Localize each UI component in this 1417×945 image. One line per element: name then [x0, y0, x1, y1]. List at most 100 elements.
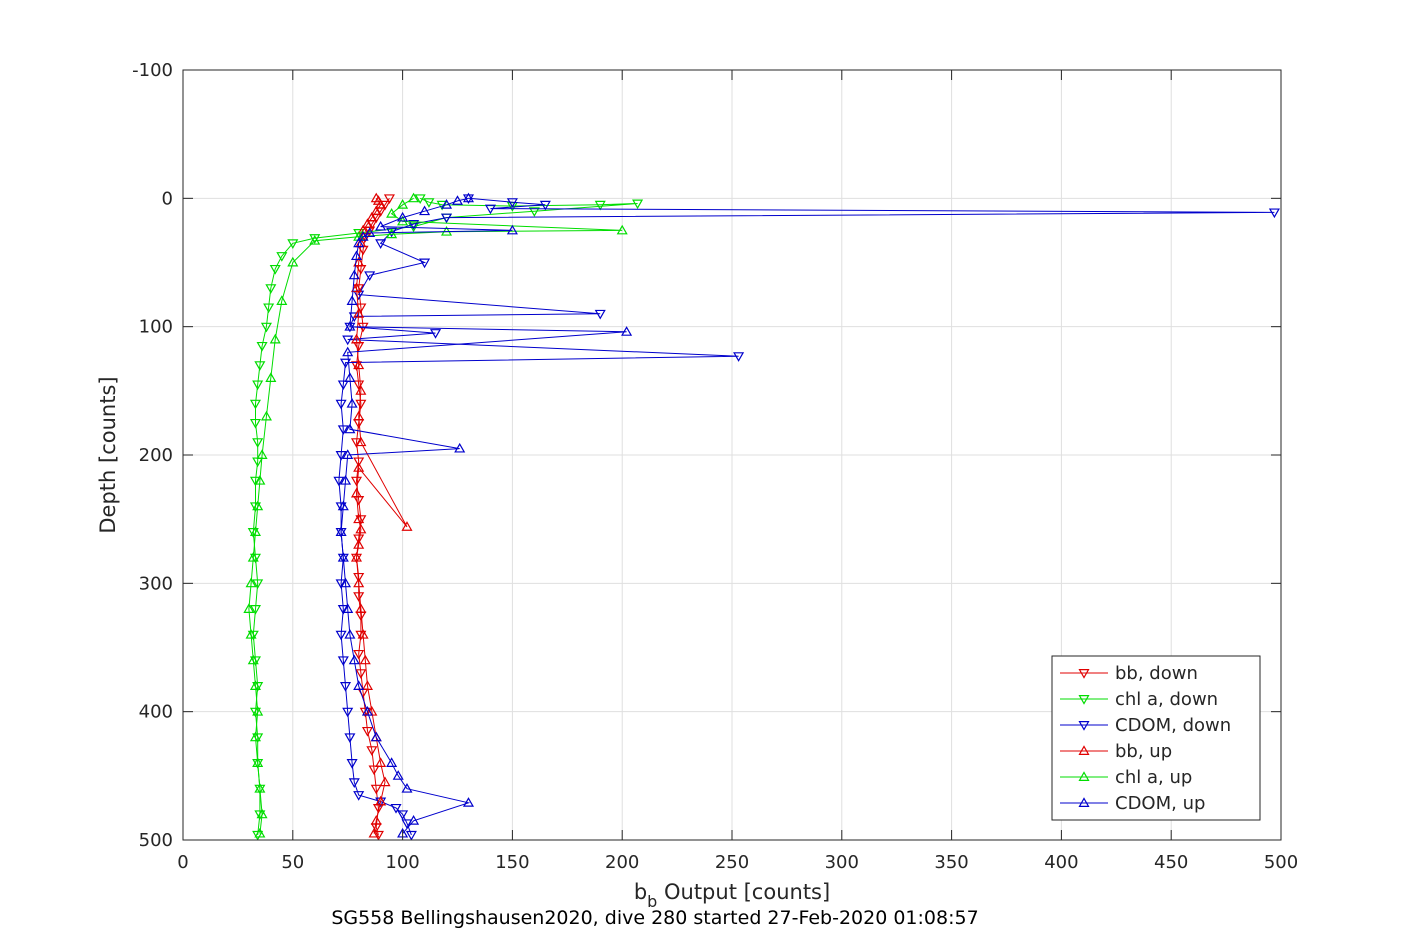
data-point	[357, 224, 369, 235]
data-point	[252, 830, 264, 841]
data-point	[528, 207, 540, 217]
data-point	[375, 795, 387, 806]
data-point	[260, 322, 272, 333]
data-point	[344, 423, 356, 434]
data-point	[350, 487, 363, 498]
data-point	[256, 341, 268, 352]
data-point	[249, 418, 262, 429]
data-point	[353, 592, 365, 602]
data-point	[339, 358, 352, 369]
series-5	[335, 192, 633, 838]
data-point	[337, 380, 349, 391]
legend-label: chl a, up	[1115, 767, 1192, 788]
data-point	[621, 326, 633, 336]
data-point	[451, 195, 464, 205]
data-point	[366, 211, 378, 222]
data-point	[254, 474, 266, 485]
data-point	[353, 680, 365, 690]
x-axis-label-rest: Output [counts]	[657, 880, 830, 904]
data-point	[353, 534, 365, 545]
legend-entry: chl a, up	[1060, 767, 1192, 788]
x-tick-label: 50	[281, 852, 304, 873]
data-point	[287, 239, 299, 249]
data-point	[401, 782, 413, 793]
x-tick-label: 0	[177, 852, 188, 873]
data-point	[309, 234, 321, 245]
data-point	[386, 208, 398, 218]
data-point	[344, 372, 356, 382]
series-line	[340, 197, 627, 834]
ticks: 0 50 100 150 200 250 300 350 400 450 500 -100 0 100 20…	[132, 60, 1298, 873]
data-point	[337, 656, 349, 667]
data-point	[423, 198, 435, 208]
data-point	[397, 810, 409, 821]
data-point	[337, 551, 349, 562]
y-tick-label: 300	[139, 573, 173, 594]
legend-entry: CDOM, down	[1060, 715, 1231, 736]
data-point	[440, 199, 453, 209]
data-point	[353, 410, 365, 421]
data-point	[342, 335, 354, 346]
data-point	[269, 333, 281, 344]
y-tick-label: 500	[139, 830, 173, 851]
data-point	[462, 192, 475, 203]
data-point	[397, 199, 409, 209]
data-point	[375, 239, 387, 249]
series-0	[350, 194, 395, 841]
data-point	[353, 539, 365, 549]
data-point	[342, 449, 354, 459]
legend-label: bb, down	[1115, 663, 1198, 684]
data-point	[366, 746, 378, 756]
y-axis-label: Depth [counts]	[96, 376, 120, 533]
x-axis-label: bb Output [counts]	[634, 880, 830, 911]
data-point	[344, 320, 356, 331]
data-point	[335, 579, 347, 590]
data-point	[260, 410, 272, 421]
data-point	[364, 227, 376, 237]
legend-label: chl a, down	[1115, 689, 1218, 710]
data-point	[368, 827, 380, 838]
legend-marker	[1078, 721, 1090, 731]
data-point	[355, 436, 367, 447]
data-point	[506, 224, 518, 235]
data-point	[370, 731, 382, 742]
data-point	[353, 237, 365, 248]
data-point	[247, 654, 259, 665]
data-point	[342, 603, 354, 613]
data-point	[419, 205, 431, 216]
data-point	[350, 333, 363, 344]
data-point	[346, 397, 358, 408]
data-point	[355, 399, 367, 410]
y-tick-label: 0	[162, 188, 173, 209]
data-point	[357, 628, 369, 639]
data-point	[408, 220, 420, 230]
data-point	[370, 784, 382, 795]
data-point	[353, 462, 365, 472]
data-point	[309, 234, 321, 244]
data-point	[333, 476, 345, 487]
x-tick-label: 350	[934, 852, 968, 873]
legend-label: CDOM, up	[1115, 793, 1205, 814]
legend-box	[1051, 655, 1261, 821]
x-tick-label: 500	[1264, 852, 1298, 873]
legend-marker	[1078, 669, 1090, 679]
data-point	[252, 500, 264, 511]
caption: SG558 Bellingshausen2020, dive 280 start…	[331, 907, 978, 929]
series-2	[333, 194, 1280, 841]
data-point	[355, 669, 367, 679]
x-tick-label: 100	[385, 852, 419, 873]
data-point	[370, 205, 382, 216]
y-tick-label: 400	[139, 702, 173, 723]
data-point	[252, 438, 264, 448]
data-point	[344, 628, 356, 639]
data-point	[361, 680, 373, 690]
data-point	[337, 500, 349, 511]
y-tick-label: 200	[139, 445, 173, 466]
data-point	[454, 442, 466, 453]
data-point	[247, 551, 259, 562]
data-point	[408, 815, 420, 825]
data-point	[350, 438, 363, 448]
data-point	[265, 284, 277, 294]
data-point	[252, 380, 264, 391]
